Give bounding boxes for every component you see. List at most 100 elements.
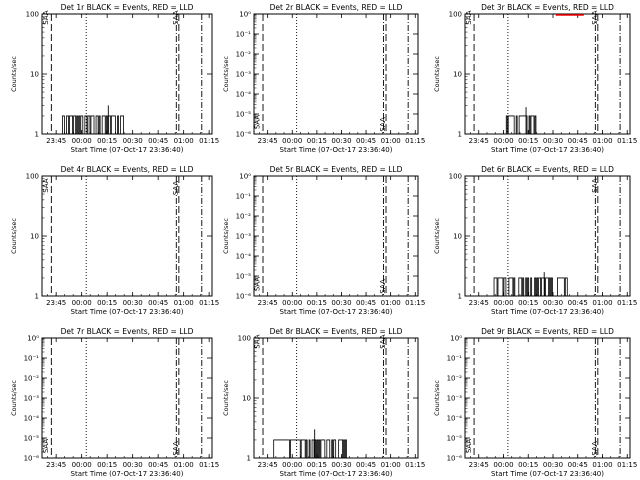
saa-label: SAA (254, 115, 262, 130)
saa-label: SAA (254, 277, 262, 292)
y-tick-label: 10 (30, 71, 39, 79)
x-tick-label: 00:15 (307, 461, 327, 469)
x-tick-label: 00:45 (356, 137, 376, 145)
x-tick-label: 00:15 (97, 137, 117, 145)
x-tick-label: 23:45 (46, 461, 66, 469)
x-tick-label: 23:45 (258, 137, 278, 145)
y-tick-label: 10⁻³ (24, 395, 40, 403)
x-tick-label: 23:45 (46, 137, 66, 145)
x-tick-label: 01:15 (617, 299, 637, 307)
y-tick-label: 10⁻⁵ (24, 435, 40, 443)
x-tick-label: 01:00 (592, 299, 612, 307)
panel-det-9: Det 9r BLACK = Events, RED = LLD Counts/s… (433, 327, 637, 478)
x-tick-label: 01:15 (405, 461, 425, 469)
x-tick-label: 00:45 (148, 137, 168, 145)
x-tick-label: 00:45 (568, 137, 588, 145)
y-tick-label: 100 (26, 11, 39, 19)
panel-title: Det 1r BLACK = Events, RED = LLD (61, 3, 194, 12)
event-series (505, 115, 537, 135)
x-tick-label: 23:45 (46, 299, 66, 307)
y-tick-label: 10⁻⁵ (236, 273, 252, 281)
x-tick-label: 01:00 (381, 137, 401, 145)
x-tick-label: 00:30 (123, 299, 143, 307)
panel-det-4: Det 4r BLACK = Events, RED = LLD Counts/s… (10, 165, 219, 316)
y-tick-label: 10⁻² (24, 375, 40, 383)
x-axis-label: Start Time (07-Oct-17 23:36:40) (491, 470, 604, 478)
x-tick-label: 01:15 (617, 137, 637, 145)
saa-label: SAA (254, 334, 262, 349)
x-tick-label: 00:00 (72, 299, 92, 307)
x-axis-label: Start Time (07-Oct-17 23:36:40) (71, 308, 184, 316)
x-tick-label: 00:45 (356, 461, 376, 469)
x-tick-label: 01:00 (381, 299, 401, 307)
saa-label: SAA (465, 10, 473, 25)
x-tick-label: 01:15 (405, 299, 425, 307)
panel-det-2: Det 2r BLACK = Events, RED = LLD Counts/s… (222, 3, 425, 154)
saa-label: SAA (42, 178, 50, 193)
x-tick-label: 00:15 (518, 137, 538, 145)
x-tick-label: 00:30 (543, 461, 563, 469)
y-tick-label: 10⁻¹ (236, 31, 252, 39)
panel-det-1: Det 1r BLACK = Events, RED = LLD Counts/s… (10, 3, 219, 154)
y-tick-label: 100 (238, 335, 251, 343)
x-tick-label: 00:30 (331, 137, 351, 145)
x-tick-label: 01:00 (381, 461, 401, 469)
saa-label: SAA (42, 439, 50, 454)
y-tick-label: 10⁻⁶ (236, 131, 252, 139)
x-tick-label: 01:15 (617, 461, 637, 469)
y-tick-label: 100 (449, 173, 462, 181)
x-tick-label: 00:45 (148, 299, 168, 307)
y-tick-label: 10 (453, 71, 462, 79)
x-tick-label: 01:15 (199, 137, 219, 145)
x-tick-label: 00:30 (123, 461, 143, 469)
y-tick-label: 10⁻¹ (236, 193, 252, 201)
saa-label: SAA (379, 279, 387, 294)
y-tick-label: 10⁰ (27, 335, 39, 343)
y-axis-label: Counts/sec (222, 380, 230, 416)
x-tick-label: 01:15 (199, 299, 219, 307)
saa-label: SAA (172, 181, 180, 196)
x-tick-label: 00:45 (356, 299, 376, 307)
x-tick-label: 00:00 (493, 299, 513, 307)
y-axis-label: Counts/sec (10, 56, 18, 92)
x-tick-label: 23:45 (258, 461, 278, 469)
panel-det-7: Det 7r BLACK = Events, RED = LLD Counts/s… (10, 327, 219, 478)
x-tick-label: 01:15 (199, 461, 219, 469)
x-tick-label: 23:45 (258, 299, 278, 307)
y-tick-label: 1 (35, 293, 39, 301)
x-axis-label: Start Time (07-Oct-17 23:36:40) (491, 308, 604, 316)
panel-title: Det 8r BLACK = Events, RED = LLD (270, 327, 403, 336)
y-axis-label: Counts/sec (222, 218, 230, 254)
y-tick-label: 10⁻⁴ (236, 253, 252, 261)
y-tick-label: 100 (449, 11, 462, 19)
x-tick-label: 00:30 (123, 137, 143, 145)
x-tick-label: 00:00 (493, 461, 513, 469)
y-tick-label: 1 (458, 131, 462, 139)
y-tick-label: 1 (35, 131, 39, 139)
x-tick-label: 00:15 (307, 299, 327, 307)
x-tick-label: 00:30 (331, 461, 351, 469)
y-tick-label: 10⁻⁵ (236, 111, 252, 119)
y-axis-label: Counts/sec (10, 380, 18, 416)
saa-label: SAA (379, 334, 387, 349)
saa-label: SAA (172, 10, 180, 25)
x-tick-label: 01:00 (174, 461, 194, 469)
x-tick-label: 00:00 (282, 461, 302, 469)
x-axis-label: Start Time (07-Oct-17 23:36:40) (280, 308, 393, 316)
y-tick-label: 10⁰ (450, 335, 462, 343)
panel-title: Det 3r BLACK = Events, RED = LLD (481, 3, 614, 12)
x-tick-label: 00:45 (148, 461, 168, 469)
y-tick-label: 10⁻² (447, 375, 463, 383)
x-tick-label: 00:30 (543, 299, 563, 307)
x-tick-label: 01:00 (592, 137, 612, 145)
x-axis-label: Start Time (07-Oct-17 23:36:40) (280, 146, 393, 154)
y-tick-label: 10⁻⁶ (447, 455, 463, 463)
x-tick-label: 01:00 (592, 461, 612, 469)
y-axis-label: Counts/sec (222, 56, 230, 92)
y-tick-label: 10 (453, 233, 462, 241)
y-tick-label: 10⁰ (239, 173, 251, 181)
panel-det-5: Det 5r BLACK = Events, RED = LLD Counts/s… (222, 165, 425, 316)
x-tick-label: 00:45 (568, 299, 588, 307)
